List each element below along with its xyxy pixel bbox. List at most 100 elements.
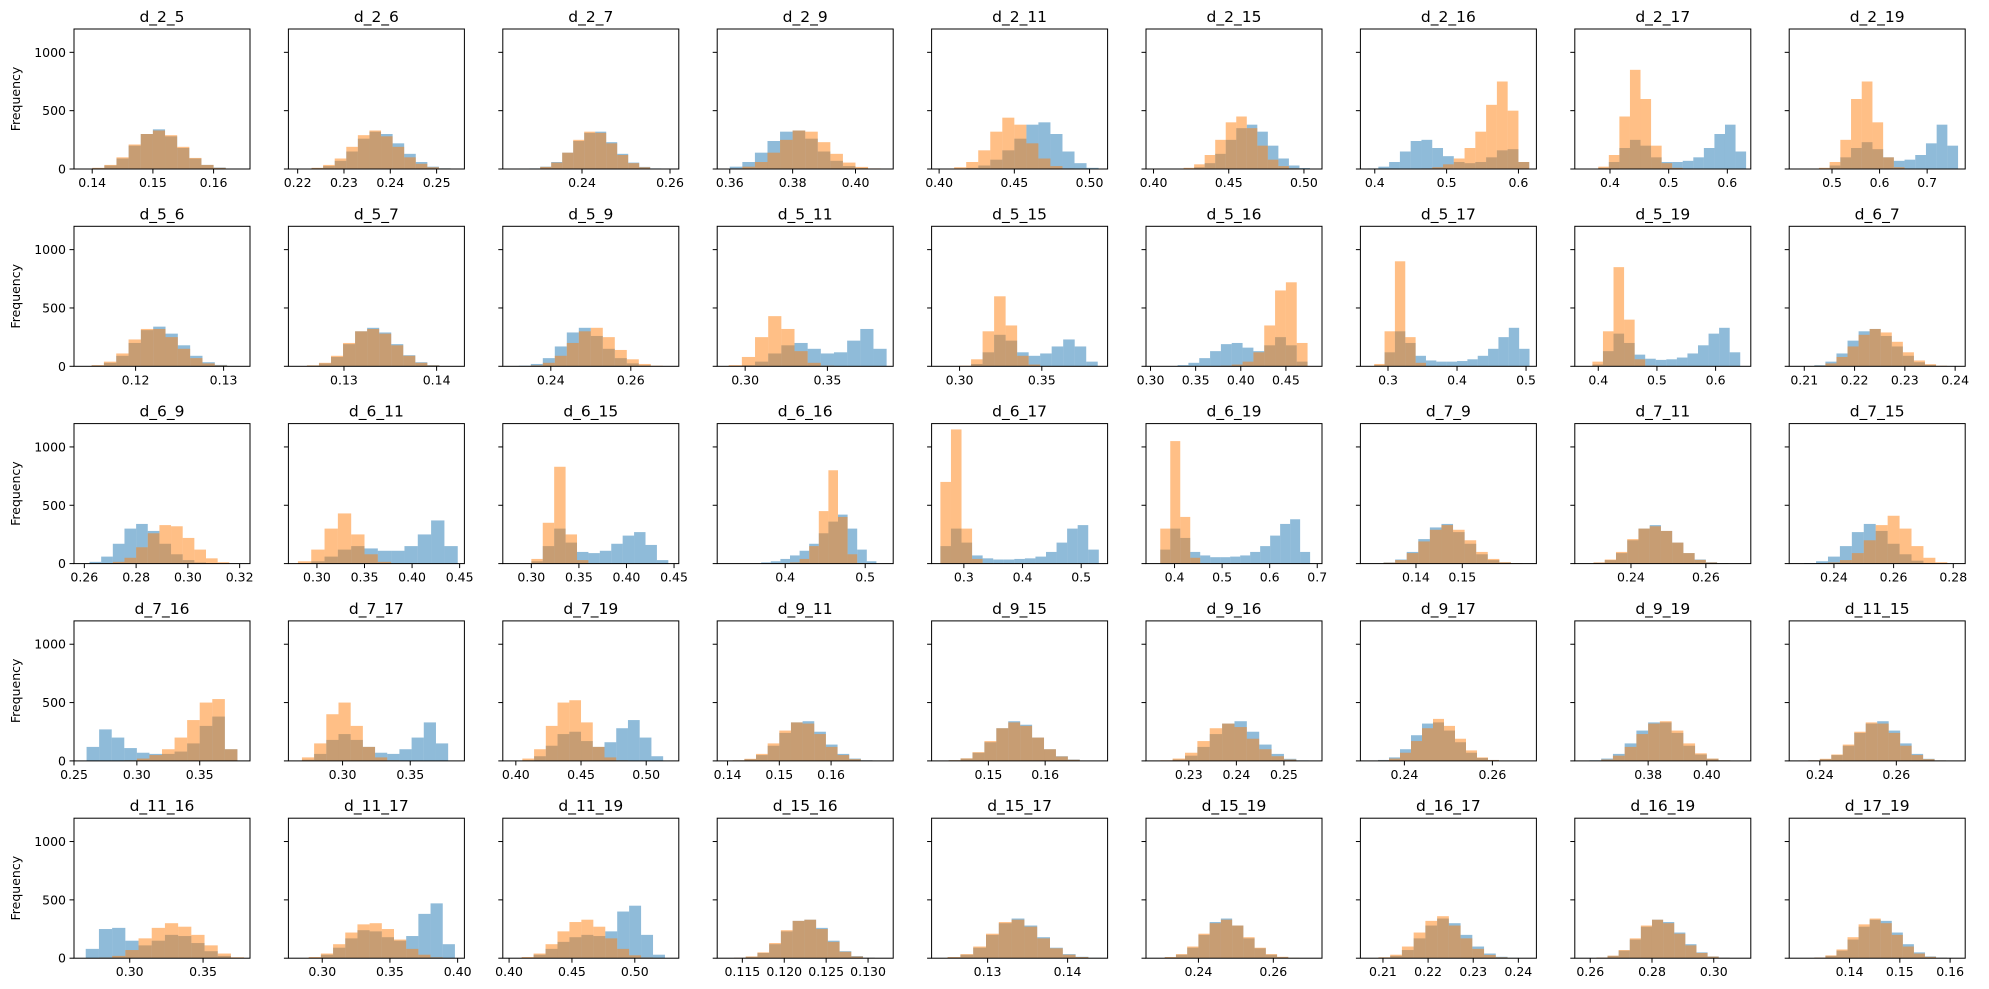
bar [768, 316, 782, 367]
bar [1194, 164, 1205, 169]
bar [1278, 158, 1289, 169]
y-axis-label: Frequency [8, 658, 23, 723]
bar [540, 166, 552, 169]
x-tick-label: 0.125 [808, 964, 844, 979]
bar [91, 365, 104, 367]
bar [1827, 562, 1840, 564]
bar [418, 954, 431, 959]
bar [1260, 546, 1271, 564]
x-tick-label: 0.30 [1700, 964, 1728, 979]
bar [104, 164, 117, 169]
bar [112, 955, 126, 959]
x-tick-label: 0.30 [1137, 372, 1165, 387]
bar [1508, 327, 1520, 367]
bar [1829, 162, 1841, 169]
bar [761, 562, 771, 564]
bar [125, 950, 139, 959]
x-tick-label: 0.45 [660, 570, 688, 585]
bar [1215, 139, 1226, 169]
bar [1640, 925, 1652, 959]
bar [1232, 925, 1244, 959]
bar [194, 549, 206, 564]
bar [1913, 360, 1925, 367]
x-tick-label: 0.5 [1516, 372, 1536, 387]
y-axis-label: Frequency [8, 66, 23, 131]
bar [1002, 117, 1015, 169]
x-tick-label: 0.26 [1692, 570, 1720, 585]
x-tick-label: 0.30 [174, 570, 202, 585]
x-tick-label: 0.6 [1508, 175, 1528, 190]
bar [830, 153, 843, 169]
bar [1277, 956, 1289, 959]
x-tick-label: 0.40 [1227, 372, 1255, 387]
bar [799, 558, 810, 564]
bar [857, 549, 867, 564]
bar [780, 139, 793, 169]
bar [838, 516, 848, 564]
bar [1050, 166, 1063, 169]
bar [1250, 551, 1261, 564]
x-tick-label: 0.36 [716, 175, 744, 190]
subplot-title: d_2_6 [354, 8, 399, 27]
bar [204, 945, 218, 959]
bar [1851, 99, 1862, 169]
bar [569, 922, 582, 959]
x-tick-label: 0.5 [1659, 175, 1679, 190]
bar [1044, 749, 1056, 761]
bar [950, 429, 962, 564]
y-tick-label: 500 [42, 300, 66, 315]
axes-frame [716, 817, 894, 959]
bar [1415, 355, 1426, 367]
bar [595, 132, 607, 169]
x-tick-label: 0.115 [724, 964, 760, 979]
bar [1230, 556, 1241, 564]
bar [1288, 165, 1300, 169]
bar [1900, 745, 1912, 761]
bar [1869, 918, 1881, 959]
bar [606, 143, 618, 169]
bar [403, 355, 416, 367]
x-tick-label: 0.23 [1459, 964, 1487, 979]
bar [355, 331, 368, 367]
subplot-title: d_15_19 [1202, 797, 1267, 816]
bar [187, 720, 200, 761]
bar [217, 953, 231, 959]
subplot-title: d_7_11 [1635, 403, 1690, 422]
bar [1032, 737, 1045, 761]
bar [1040, 353, 1052, 367]
x-tick-label: 0.130 [850, 964, 886, 979]
bar [851, 956, 864, 959]
subplot-title: d_6_7 [1855, 205, 1900, 224]
bar [1911, 755, 1924, 761]
bar [1026, 143, 1039, 169]
subplot-title: d_11_17 [344, 797, 409, 816]
y-tick-label: 500 [42, 695, 66, 710]
bar [1893, 160, 1905, 169]
bar [415, 163, 428, 169]
x-tick-label: 0.26 [70, 570, 98, 585]
bar [1875, 525, 1888, 564]
bar [343, 342, 356, 367]
bar [545, 725, 558, 761]
bar [1839, 546, 1852, 564]
bar [1421, 139, 1433, 169]
bar [431, 520, 445, 564]
axes-frame [502, 817, 680, 959]
x-tick-label: 0.24 [568, 175, 596, 190]
subplot-title: d_7_9 [1426, 403, 1471, 422]
x-tick-label: 0.38 [779, 175, 807, 190]
subplot-title: d_5_15 [992, 205, 1047, 224]
x-tick-label: 0.28 [122, 570, 150, 585]
x-tick-label: 0.40 [444, 964, 472, 979]
x-tick-label: 0.38 [1634, 767, 1662, 782]
bar [802, 723, 815, 761]
bar [1902, 352, 1914, 367]
bar [136, 752, 150, 761]
x-tick-label: 0.23 [330, 175, 358, 190]
bar [1703, 148, 1715, 169]
bar [367, 328, 380, 367]
bar [833, 352, 848, 367]
bar [1425, 920, 1438, 959]
bar [1056, 542, 1068, 564]
